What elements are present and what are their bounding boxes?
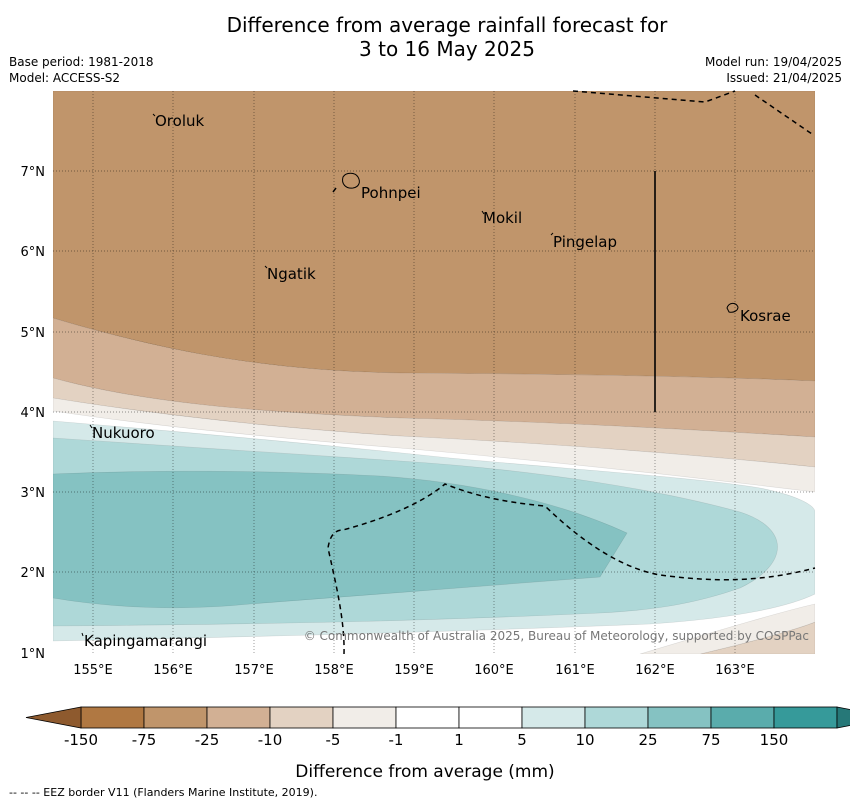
contour-bottom-pale xyxy=(639,603,815,654)
lat-tick-labels: 1°N 2°N 3°N 4°N 5°N 6°N 7°N xyxy=(21,165,46,662)
colorbar-tick-label: -10 xyxy=(258,731,283,749)
lon-tick: 162°E xyxy=(635,663,675,678)
place-oroluk: Oroluk xyxy=(155,112,204,130)
place-mokil: Mokil xyxy=(483,209,522,227)
lon-tick: 160°E xyxy=(474,663,514,678)
colorbar-tick-label: -25 xyxy=(195,731,220,749)
title-line1: Difference from average rainfall forecas… xyxy=(226,13,668,37)
nukuoro-islet xyxy=(89,424,93,429)
colorbar-tick-label: 5 xyxy=(517,731,527,749)
colorbar-segment xyxy=(80,706,145,729)
lon-tick: 159°E xyxy=(394,663,434,678)
colorbar-tick-label: 1 xyxy=(454,731,464,749)
pohnpei-island xyxy=(342,172,360,189)
colorbar-extend-high xyxy=(836,706,850,729)
colorbar-segment xyxy=(584,706,649,729)
rainfall-contours xyxy=(53,91,815,654)
issued-date: Issued: 21/04/2025 xyxy=(726,71,842,85)
lat-tick: 6°N xyxy=(21,245,46,260)
colorbar: -150 -75 -25 -10 -5 -1 1 5 10 25 75 150 xyxy=(25,706,850,749)
place-kosrae: Kosrae xyxy=(740,307,791,325)
colorbar-segment xyxy=(395,706,460,729)
lon-tick: 156°E xyxy=(153,663,193,678)
colorbar-segment xyxy=(143,706,208,729)
base-period: Base period: 1981-2018 xyxy=(9,55,154,69)
lat-tick: 1°N xyxy=(21,647,46,662)
lat-tick: 3°N xyxy=(21,486,46,501)
colorbar-segment xyxy=(647,706,712,729)
contour-pale-brown xyxy=(53,397,815,493)
place-labels: Oroluk Pohnpei Mokil Pingelap Ngatik Kos… xyxy=(84,112,791,650)
colorbar-tick-label: -75 xyxy=(132,731,157,749)
lon-tick: 157°E xyxy=(234,663,274,678)
lon-tick: 158°E xyxy=(314,663,354,678)
colorbar-segment xyxy=(332,706,397,729)
colorbar-tick-label: -150 xyxy=(64,731,98,749)
colorbar-tick-label: 75 xyxy=(701,731,720,749)
colorbar-segment xyxy=(710,706,775,729)
colorbar-segment xyxy=(269,706,334,729)
colorbar-tick-label: -5 xyxy=(326,731,341,749)
place-nukuoro: Nukuoro xyxy=(92,424,155,442)
lat-tick: 4°N xyxy=(21,406,46,421)
eez-footnote: -- -- -- EEZ border V11 (Flanders Marine… xyxy=(9,786,318,799)
colorbar-extend-low xyxy=(25,706,82,729)
colorbar-segment xyxy=(521,706,586,729)
place-pingelap: Pingelap xyxy=(553,233,617,251)
colorbar-tick-label: 150 xyxy=(760,731,789,749)
eez-borders xyxy=(327,90,816,655)
ngatik-islet xyxy=(264,265,268,269)
model-name: Model: ACCESS-S2 xyxy=(9,71,121,85)
colorbar-segment xyxy=(458,706,523,729)
colorbar-label: Difference from average (mm) xyxy=(295,762,555,782)
mokil-islet xyxy=(481,210,485,215)
pingelap-islet xyxy=(550,232,554,236)
place-pohnpei: Pohnpei xyxy=(361,184,421,202)
colorbar-tick-label: 10 xyxy=(575,731,594,749)
colorbar-segment xyxy=(206,706,271,729)
lat-tick: 5°N xyxy=(21,326,46,341)
oroluk-islet xyxy=(152,113,156,117)
lon-tick: 155°E xyxy=(73,663,113,678)
contour-dark-brown xyxy=(53,91,815,382)
islands xyxy=(81,113,739,637)
copyright-notice: © Commonwealth of Australia 2025, Bureau… xyxy=(304,629,809,643)
contour-mid-teal xyxy=(53,470,628,609)
model-run: Model run: 19/04/2025 xyxy=(704,55,842,69)
graticule xyxy=(53,91,815,654)
kosrae-island xyxy=(726,302,739,313)
colorbar-segment xyxy=(773,706,838,729)
colorbar-tick-label: 25 xyxy=(638,731,657,749)
colorbar-tick-label: -1 xyxy=(389,731,404,749)
lon-tick-labels: 155°E 156°E 157°E 158°E 159°E 160°E 161°… xyxy=(73,663,755,678)
kapinga-islet xyxy=(81,632,84,637)
place-ngatik: Ngatik xyxy=(267,265,316,283)
place-kapingamarangi: Kapingamarangi xyxy=(84,632,207,650)
lat-tick: 2°N xyxy=(21,566,46,581)
lat-tick: 7°N xyxy=(21,165,46,180)
lon-tick: 161°E xyxy=(555,663,595,678)
lon-tick: 163°E xyxy=(715,663,755,678)
title-line2: 3 to 16 May 2025 xyxy=(359,37,535,61)
